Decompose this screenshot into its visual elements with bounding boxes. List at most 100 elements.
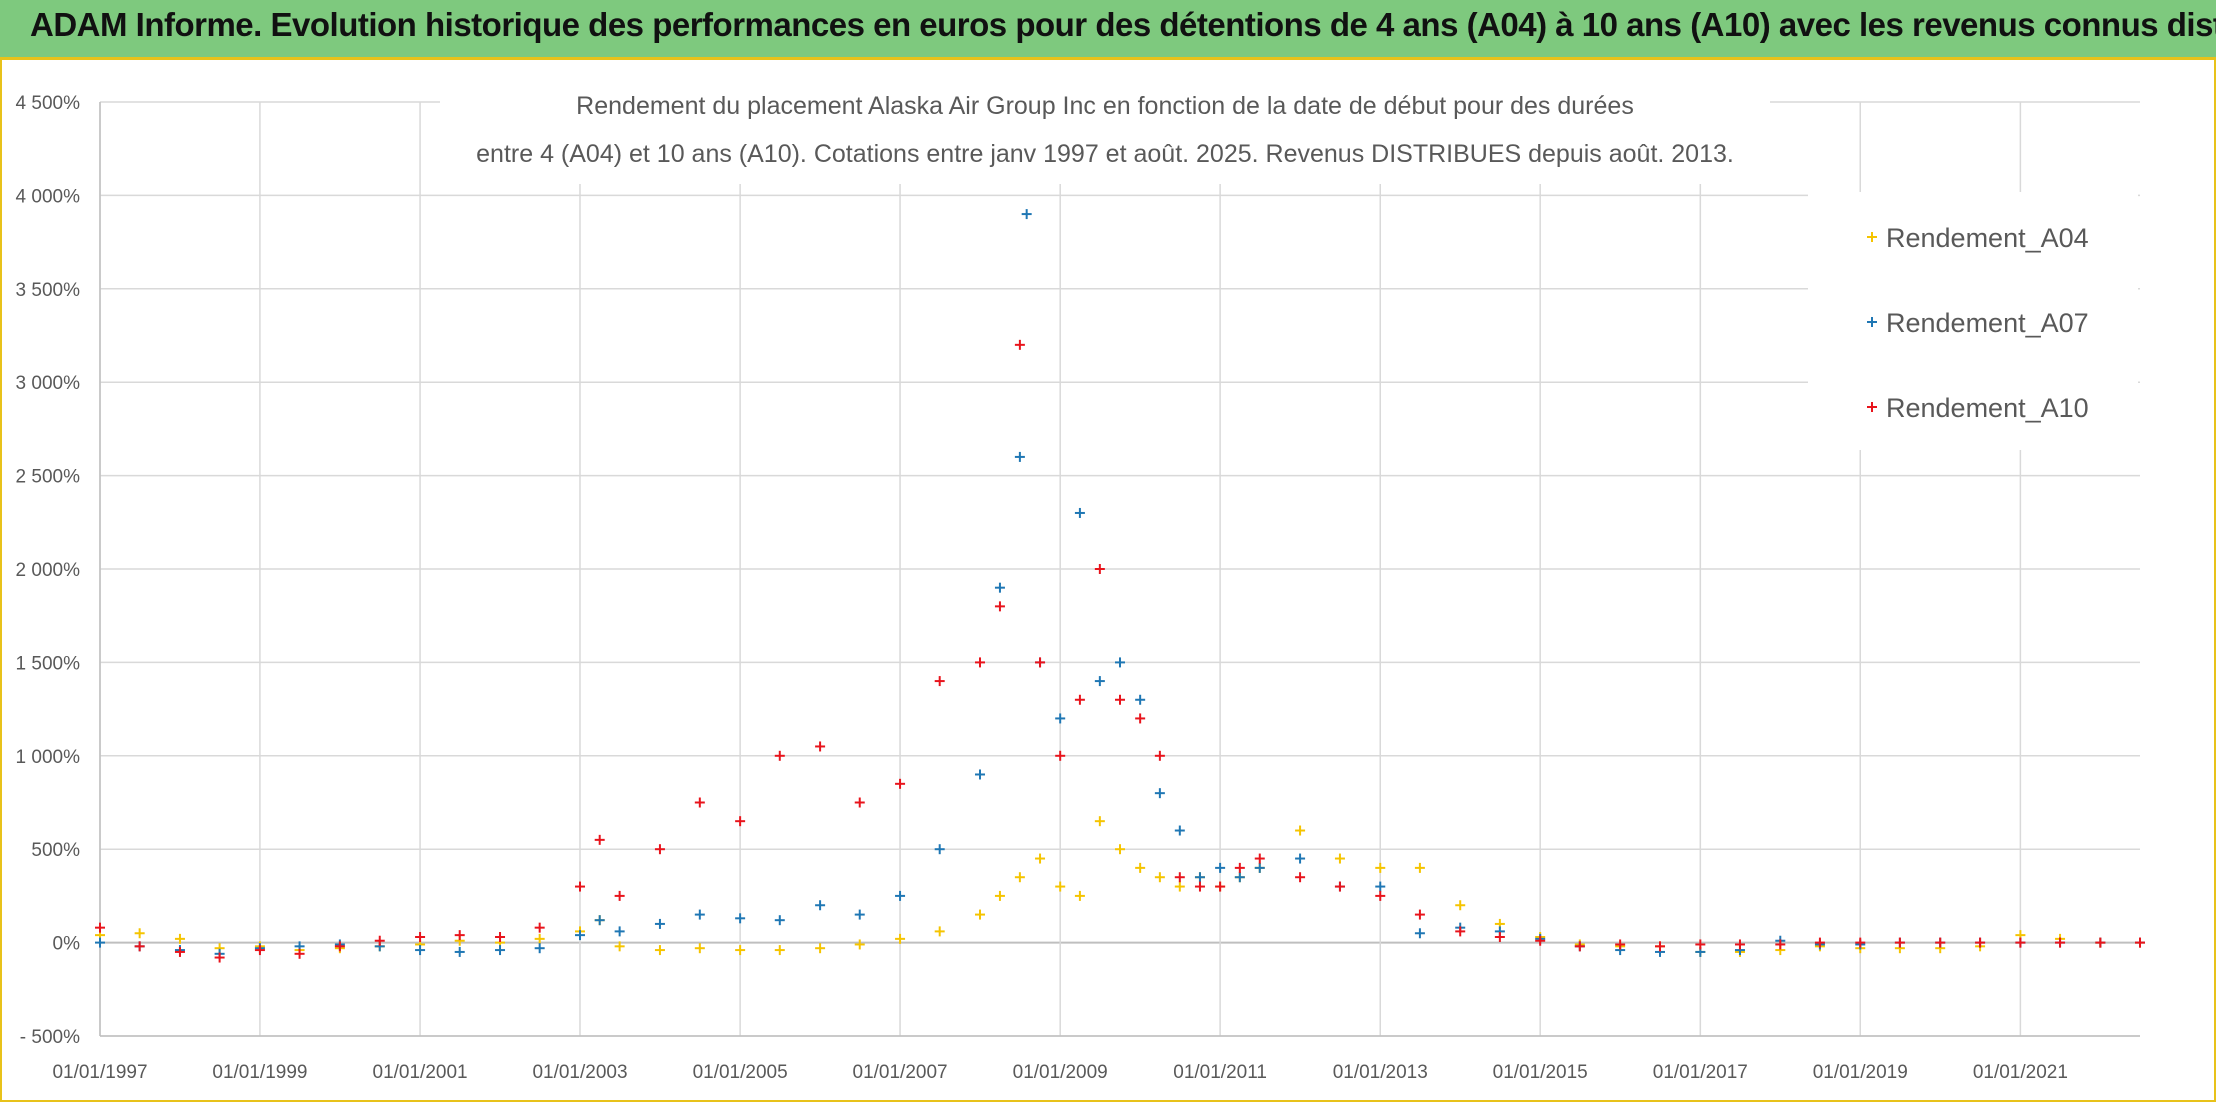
data-point (854, 797, 865, 808)
data-point (254, 945, 265, 956)
data-point (1154, 750, 1165, 761)
data-point (1375, 862, 1386, 873)
data-point (1535, 935, 1546, 946)
legend-label: Rendement_A07 (1886, 308, 2089, 338)
series-Rendement_A04 (95, 816, 2145, 957)
data-point (1055, 750, 1066, 761)
data-point (994, 601, 1005, 612)
data-point (415, 931, 426, 942)
data-point (1494, 931, 1505, 942)
data-point (2135, 937, 2145, 948)
x-tick-label: 01/01/1999 (212, 1062, 307, 1083)
data-point (1115, 844, 1125, 855)
data-point (895, 890, 906, 901)
data-point (1115, 694, 1125, 705)
data-point (1935, 937, 1946, 948)
data-point (1295, 853, 1306, 864)
data-point (815, 741, 826, 752)
data-point (1215, 862, 1226, 873)
series-Rendement_A10 (95, 339, 2145, 963)
data-point (1094, 816, 1105, 827)
page-banner: ADAM Informe. Evolution historique des p… (0, 0, 2216, 60)
data-point (134, 941, 145, 952)
data-point (1295, 872, 1306, 883)
data-point (1055, 713, 1066, 724)
legend-marker (1867, 402, 1877, 412)
y-tick-label: 1 000% (16, 747, 81, 768)
data-point (774, 945, 785, 956)
x-tick-label: 01/01/2007 (853, 1062, 948, 1083)
data-point (574, 881, 585, 892)
data-point (1455, 926, 1466, 937)
data-point (1455, 900, 1466, 911)
data-point (374, 935, 385, 946)
data-point (1775, 939, 1786, 950)
data-point (895, 933, 906, 944)
data-point (1814, 937, 1825, 948)
data-point (614, 890, 625, 901)
data-point (815, 900, 826, 911)
data-point (1215, 881, 1226, 892)
data-point (895, 778, 906, 789)
x-tick-label: 01/01/2011 (1173, 1062, 1267, 1083)
data-point (1375, 890, 1386, 901)
data-point (1174, 825, 1185, 836)
legend-marker (1867, 317, 1877, 327)
y-tick-label: 4 500% (16, 93, 81, 114)
data-point (1094, 564, 1105, 574)
data-point (994, 890, 1005, 901)
data-point (334, 941, 345, 952)
data-point (854, 939, 865, 950)
data-point (694, 943, 705, 954)
x-tick-label: 01/01/2013 (1333, 1062, 1428, 1083)
x-tick-label: 01/01/2015 (1493, 1062, 1588, 1083)
data-point (1734, 939, 1745, 950)
data-point (1135, 694, 1146, 705)
data-point (495, 931, 506, 942)
banner-title: ADAM Informe. Evolution historique des p… (30, 6, 2216, 43)
x-tick-label: 01/01/2005 (693, 1062, 788, 1083)
y-tick-label: 4 000% (16, 186, 81, 207)
x-tick-label: 01/01/1997 (52, 1062, 147, 1083)
y-tick-label: 500% (31, 840, 80, 861)
data-point (774, 750, 785, 761)
chart-title-line-2: entre 4 (A04) et 10 ans (A10). Cotations… (476, 140, 1734, 168)
legend-label: Rendement_A04 (1886, 223, 2089, 253)
data-point (95, 937, 105, 948)
y-tick-label: 2 000% (16, 560, 81, 581)
data-point (654, 918, 665, 929)
y-tick-label: 3 500% (16, 280, 81, 301)
data-point (594, 915, 605, 926)
data-point (854, 909, 865, 920)
data-points (95, 209, 2145, 963)
data-point (1135, 713, 1146, 724)
data-point (975, 657, 986, 668)
data-point (174, 946, 185, 957)
data-point (1014, 339, 1025, 350)
data-point (1154, 788, 1165, 799)
data-point (1574, 941, 1585, 952)
data-point (415, 945, 426, 956)
data-point (1615, 939, 1626, 950)
data-point (2015, 937, 2026, 948)
data-point (2095, 937, 2106, 948)
data-point (1975, 937, 1986, 948)
data-point (454, 946, 465, 957)
data-point (1035, 853, 1046, 864)
y-tick-label: - 500% (20, 1027, 80, 1048)
x-tick-label: 01/01/2021 (1973, 1062, 2068, 1083)
data-point (614, 926, 625, 937)
data-point (815, 943, 826, 954)
data-point (174, 933, 185, 944)
data-point (654, 945, 665, 956)
data-point (534, 922, 545, 933)
data-point (134, 928, 145, 939)
y-tick-label: 2 500% (16, 467, 81, 488)
data-point (934, 844, 945, 855)
title-background (440, 84, 1770, 184)
data-point (1194, 872, 1205, 883)
data-point (1254, 862, 1265, 873)
legend-label: Rendement_A10 (1886, 393, 2089, 423)
data-point (1234, 862, 1245, 873)
